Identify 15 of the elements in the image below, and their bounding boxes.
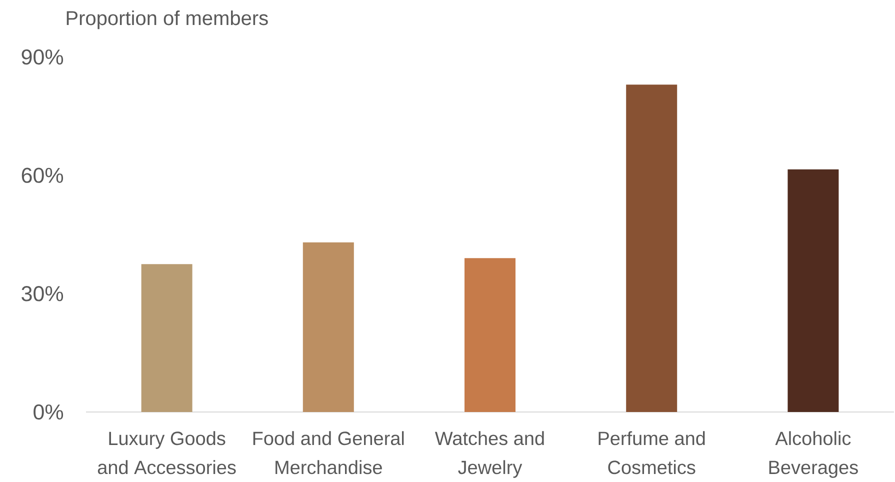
y-tick-label: 30% bbox=[22, 286, 64, 302]
y-axis-title: Proportion of members bbox=[66, 10, 268, 30]
bar bbox=[141, 264, 192, 412]
y-tick-label: 90% bbox=[22, 49, 64, 65]
x-tick-label: Watches and Jewelry bbox=[434, 431, 544, 478]
x-tick-label: Alcoholic Beverages bbox=[769, 431, 858, 478]
bar bbox=[788, 169, 839, 412]
bar bbox=[464, 258, 516, 412]
bar bbox=[302, 242, 354, 412]
x-tick-label: Perfume and Cosmetics bbox=[598, 431, 705, 474]
x-tick-label: Luxury Goods and Accessories bbox=[98, 431, 236, 474]
y-tick-label: 60% bbox=[22, 168, 64, 183]
bar bbox=[626, 84, 678, 412]
x-tick-label: Food and General Merchandise bbox=[253, 431, 404, 474]
y-tick-label: 0% bbox=[34, 404, 64, 420]
